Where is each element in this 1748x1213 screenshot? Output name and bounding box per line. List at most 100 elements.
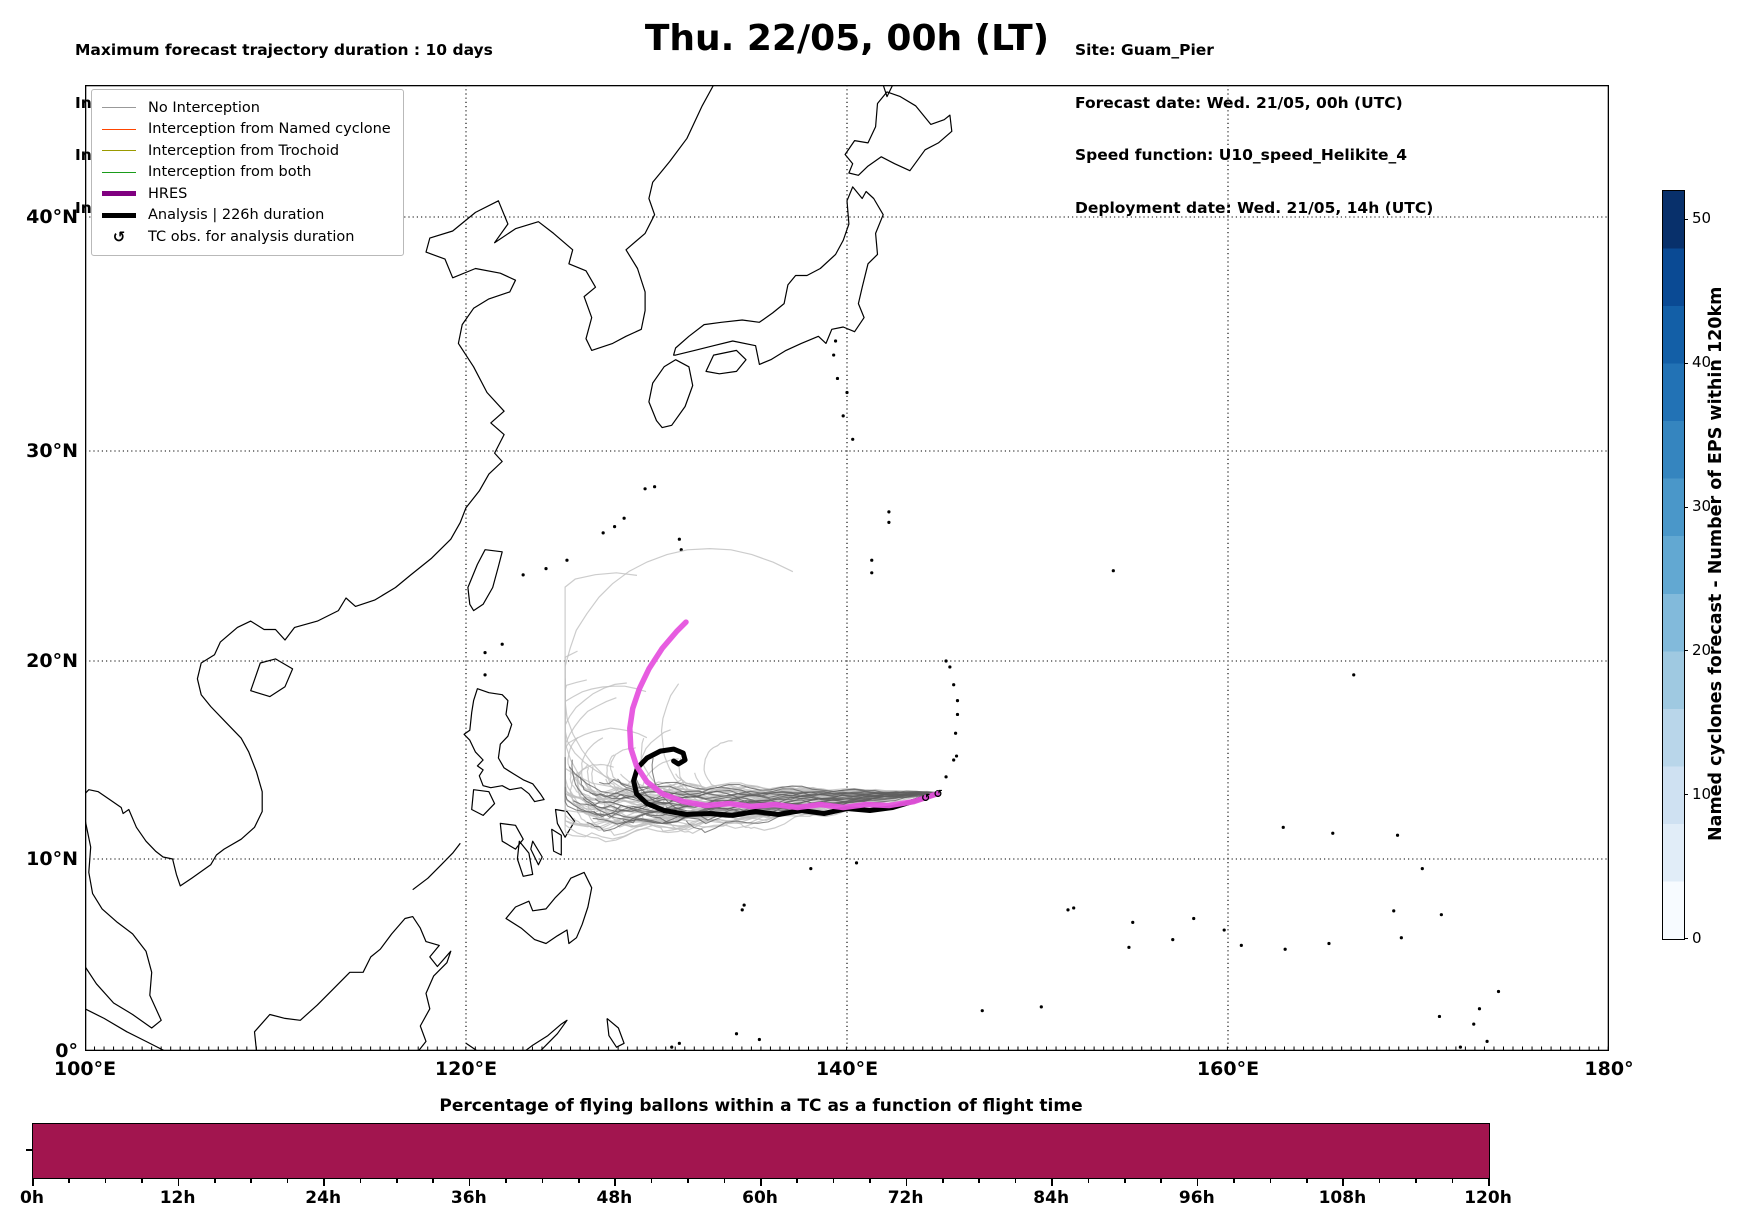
time-axis-major-tick xyxy=(1342,1178,1344,1186)
small-island-dot xyxy=(757,1037,761,1042)
small-island-dot xyxy=(948,665,952,669)
island-coastline xyxy=(516,840,534,877)
small-island-dot xyxy=(1439,913,1443,917)
small-island-dot xyxy=(1192,916,1196,921)
island-coastline xyxy=(648,359,694,429)
small-island-dot xyxy=(1327,941,1331,946)
legend-item-0: No Interception xyxy=(102,97,391,119)
colorbar-tick-label: 10 xyxy=(1692,784,1712,803)
lat-tick-label: 20°N xyxy=(26,650,78,672)
lon-tick-label: 140°E xyxy=(815,1058,879,1080)
small-island-dot xyxy=(955,699,960,703)
time-axis-label: 108h xyxy=(1318,1188,1367,1208)
island-coastline xyxy=(551,828,562,856)
legend-label: Interception from Named cyclone xyxy=(148,121,391,138)
eps-trajectory-no-interception xyxy=(564,717,938,795)
small-island-dot xyxy=(622,516,626,520)
small-island-dot xyxy=(1496,989,1501,994)
small-island-dot xyxy=(740,908,744,912)
time-axis-major-tick xyxy=(905,1178,908,1186)
legend-label: No Interception xyxy=(148,99,260,116)
time-axis-minor-tick xyxy=(832,1178,835,1183)
eps-trajectory-no-interception xyxy=(564,547,938,811)
small-island-dot xyxy=(1472,1022,1476,1026)
legend-line-swatch xyxy=(102,107,136,109)
small-island-dot xyxy=(565,558,569,562)
time-axis-minor-tick xyxy=(1269,1178,1272,1183)
time-axis-minor-tick xyxy=(396,1178,398,1183)
small-island-dot xyxy=(601,531,605,535)
balloon-percentage-bar xyxy=(32,1123,1490,1179)
small-island-dot xyxy=(851,437,855,441)
forecast-date-text: Forecast date: Wed. 21/05, 00h (UTC) xyxy=(1075,93,1403,112)
legend-item-6: ↺ TC obs. for analysis duration xyxy=(102,226,391,248)
small-island-dot xyxy=(832,353,836,357)
island-coastline xyxy=(499,822,524,850)
coastline xyxy=(606,1017,625,1048)
eps-trajectory-corridor xyxy=(568,766,938,798)
small-island-dot xyxy=(944,659,948,663)
small-island-dot xyxy=(1171,938,1175,942)
legend-item-5: Analysis | 226h duration xyxy=(102,205,391,227)
coastline xyxy=(412,842,461,891)
small-island-dot xyxy=(652,485,657,489)
legend-item-4: HRES xyxy=(102,183,391,205)
legend-item-1: Interception from Named cyclone xyxy=(102,119,391,141)
time-axis-minor-tick xyxy=(214,1178,216,1183)
island-coastline xyxy=(882,85,894,98)
site-info-block: Site: Guam_Pier Forecast date: Wed. 21/0… xyxy=(1075,7,1433,252)
colorbar-tick-label: 30 xyxy=(1692,497,1712,515)
time-axis-minor-tick xyxy=(869,1178,871,1183)
time-axis-major-tick xyxy=(614,1178,616,1186)
time-axis-major-tick xyxy=(177,1178,180,1186)
small-island-dot xyxy=(1395,833,1400,837)
small-island-dot xyxy=(809,867,813,871)
time-axis-major-tick xyxy=(1051,1178,1053,1186)
time-axis-label: 84h xyxy=(1033,1188,1070,1208)
small-island-dot xyxy=(952,683,956,687)
colorbar-title: Named cyclones forecast - Number of EPS … xyxy=(1706,286,1726,842)
colorbar-tick-label: 40 xyxy=(1692,353,1712,372)
time-axis-minor-tick xyxy=(541,1178,544,1183)
small-island-dot xyxy=(677,1041,681,1045)
time-axis-minor-tick xyxy=(1124,1178,1126,1183)
colorbar-tick-label: 0 xyxy=(1692,928,1702,947)
colorbar-tick xyxy=(1684,794,1688,796)
small-island-dot xyxy=(742,903,746,907)
bottom-chart-title: Percentage of flying ballons within a TC… xyxy=(439,1096,1083,1116)
legend-line-swatch xyxy=(102,128,136,130)
small-island-dot xyxy=(1072,906,1076,910)
legend-item-2: Interception from Trochoid xyxy=(102,140,391,162)
small-island-dot xyxy=(1458,1045,1463,1049)
small-island-dot xyxy=(1222,928,1226,932)
small-island-dot xyxy=(1352,673,1356,677)
small-island-dot xyxy=(1420,867,1424,871)
small-island-dot xyxy=(500,642,504,646)
time-axis-minor-tick xyxy=(1306,1178,1308,1183)
small-island-dot xyxy=(544,567,548,571)
small-island-dot xyxy=(1131,920,1135,924)
lon-tick-label: 120°E xyxy=(434,1058,498,1080)
island-coastline xyxy=(673,186,884,365)
colorbar-tick-label: 50 xyxy=(1692,209,1712,228)
speed-function-text: Speed function: U10_speed_Helikite_4 xyxy=(1075,146,1408,164)
time-axis-minor-tick xyxy=(359,1178,362,1183)
time-axis-minor-tick xyxy=(942,1178,944,1183)
small-island-dot xyxy=(483,673,487,677)
time-axis-minor-tick xyxy=(505,1178,507,1183)
legend-label: HRES xyxy=(148,185,188,202)
small-island-dot xyxy=(887,510,891,514)
tc-obs-marker: ↺ xyxy=(933,788,942,801)
small-island-dot xyxy=(980,1009,984,1013)
time-axis-minor-tick xyxy=(104,1178,107,1183)
small-island-dot xyxy=(1039,1005,1043,1009)
tc-symbol-icon: ↺ xyxy=(112,227,126,246)
legend-item-3: Interception from both xyxy=(102,162,391,184)
map-legend: No Interception Interception from Named c… xyxy=(91,89,404,256)
site-text: Site: Guam_Pier xyxy=(1075,41,1214,59)
small-island-dot xyxy=(1485,1039,1489,1043)
legend-line-swatch xyxy=(102,191,136,197)
coastline xyxy=(524,1019,568,1051)
lon-tick-label: 160°E xyxy=(1196,1058,1260,1080)
